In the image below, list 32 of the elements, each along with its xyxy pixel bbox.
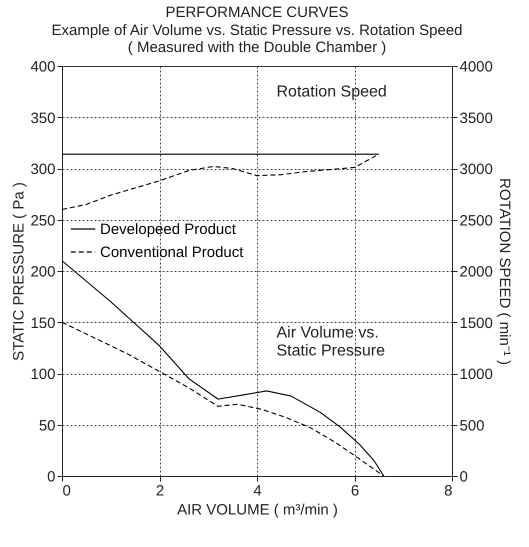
y-tick-label: 350 [30, 110, 56, 127]
y-tick-label: 50 [38, 417, 56, 434]
y-tick-label: 100 [30, 366, 56, 383]
legend-label: Developeed Product [100, 221, 237, 238]
y-axis-title: STATIC PRESSURE ( Pa ) [10, 182, 28, 361]
x-tick-label: 2 [156, 482, 164, 500]
x-tick-label: 6 [350, 482, 360, 500]
x-tick-label: 4 [253, 482, 262, 500]
x-tick-label: 0 [62, 482, 71, 500]
y2-tick-label: 500 [460, 417, 485, 434]
y2-tick-label: 1000 [460, 366, 493, 383]
y-tick-label: 150 [30, 314, 56, 332]
y2-axis-title: ROTATION SPEED ( min⁻¹ ) [496, 178, 513, 365]
y-tick-label: 0 [47, 468, 56, 486]
y2-tick-label: 2000 [460, 264, 493, 280]
x-axis-title: AIR VOLUME ( m³/min ) [177, 502, 338, 518]
y-tick-label: 250 [30, 212, 56, 230]
y-tick-label: 400 [30, 58, 56, 76]
y2-tick-label: 2500 [460, 212, 493, 230]
annotation: Rotation Speed [276, 84, 387, 101]
y2-tick-label: 0 [460, 468, 468, 486]
chart-title: PERFORMANCE CURVES [165, 4, 349, 21]
y2-tick-label: 3500 [460, 110, 493, 127]
y-tick-label: 200 [30, 264, 56, 280]
y-tick-label: 300 [30, 161, 56, 178]
legend-label: Conventional Product [100, 244, 244, 261]
y2-tick-label: 1500 [460, 314, 493, 332]
x-tick-label: 8 [444, 482, 452, 500]
chart-subtitle: Example of Air Volume vs. Static Pressure vs. Rotation Speed ( Measured with the Double Chamber ) [51, 22, 463, 56]
y2-tick-label: 4000 [460, 58, 493, 76]
y2-tick-label: 3000 [460, 161, 493, 178]
annotation: Air Volume vs. Static Pressure [276, 324, 386, 360]
